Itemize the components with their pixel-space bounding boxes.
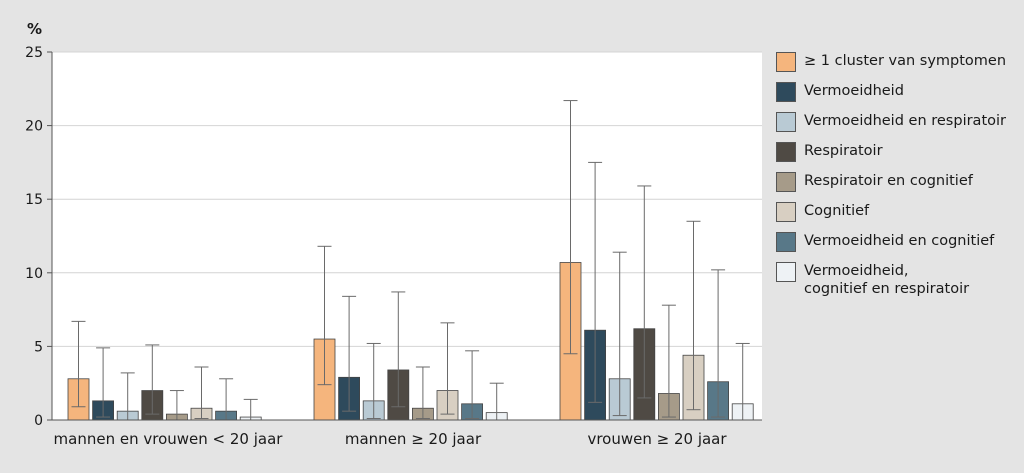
x-category-label: mannen ≥ 20 jaar [345,430,482,448]
legend-swatch [776,52,796,72]
legend: ≥ 1 cluster van symptomen Vermoeidheid Ver… [776,52,1024,310]
legend-swatch [776,142,796,162]
legend-label: Respiratoir en cognitief [804,173,973,189]
legend-item: Cognitief [776,202,1024,222]
y-tick-label: 0 [34,413,43,429]
legend-swatch [776,172,796,192]
legend-swatch [776,262,796,282]
y-tick-label: 5 [34,339,43,355]
legend-swatch [776,202,796,222]
legend-label: Vermoeidheid en respiratoir [804,113,1006,129]
legend-swatch [776,82,796,102]
legend-item: Vermoeidheid en respiratoir [776,112,1024,132]
plot-area [52,52,762,420]
legend-label: Vermoeidheid, cognitief en respiratoir [804,263,970,297]
y-tick-label: 20 [25,119,43,135]
legend-item: Vermoeidheid, cognitief en respiratoir [776,262,1024,298]
y-tick-label: 15 [25,192,43,208]
legend-item: ≥ 1 cluster van symptomen [776,52,1024,72]
legend-item: Vermoeidheid en cognitief [776,232,1024,252]
legend-label: ≥ 1 cluster van symptomen [804,53,1007,69]
legend-item: Respiratoir en cognitief [776,172,1024,192]
legend-item: Vermoeidheid [776,82,1024,102]
legend-label: Respiratoir [804,143,883,159]
y-axis-unit-label: % [27,20,42,38]
y-tick-label: 25 [25,45,43,61]
axes: 0 5 10 15 20 25 mannen en vrouwen < 20 jaar man… [25,45,762,448]
legend-swatch [776,112,796,132]
legend-label: Cognitief [804,203,870,219]
x-category-label: vrouwen ≥ 20 jaar [587,430,727,448]
legend-label: Vermoeidheid en cognitief [804,233,995,249]
error-bars [71,100,750,421]
legend-label: Vermoeidheid [804,83,904,99]
legend-item: Respiratoir [776,142,1024,162]
y-tick-label: 10 [25,266,43,282]
legend-swatch [776,232,796,252]
x-category-label: mannen en vrouwen < 20 jaar [54,430,284,448]
